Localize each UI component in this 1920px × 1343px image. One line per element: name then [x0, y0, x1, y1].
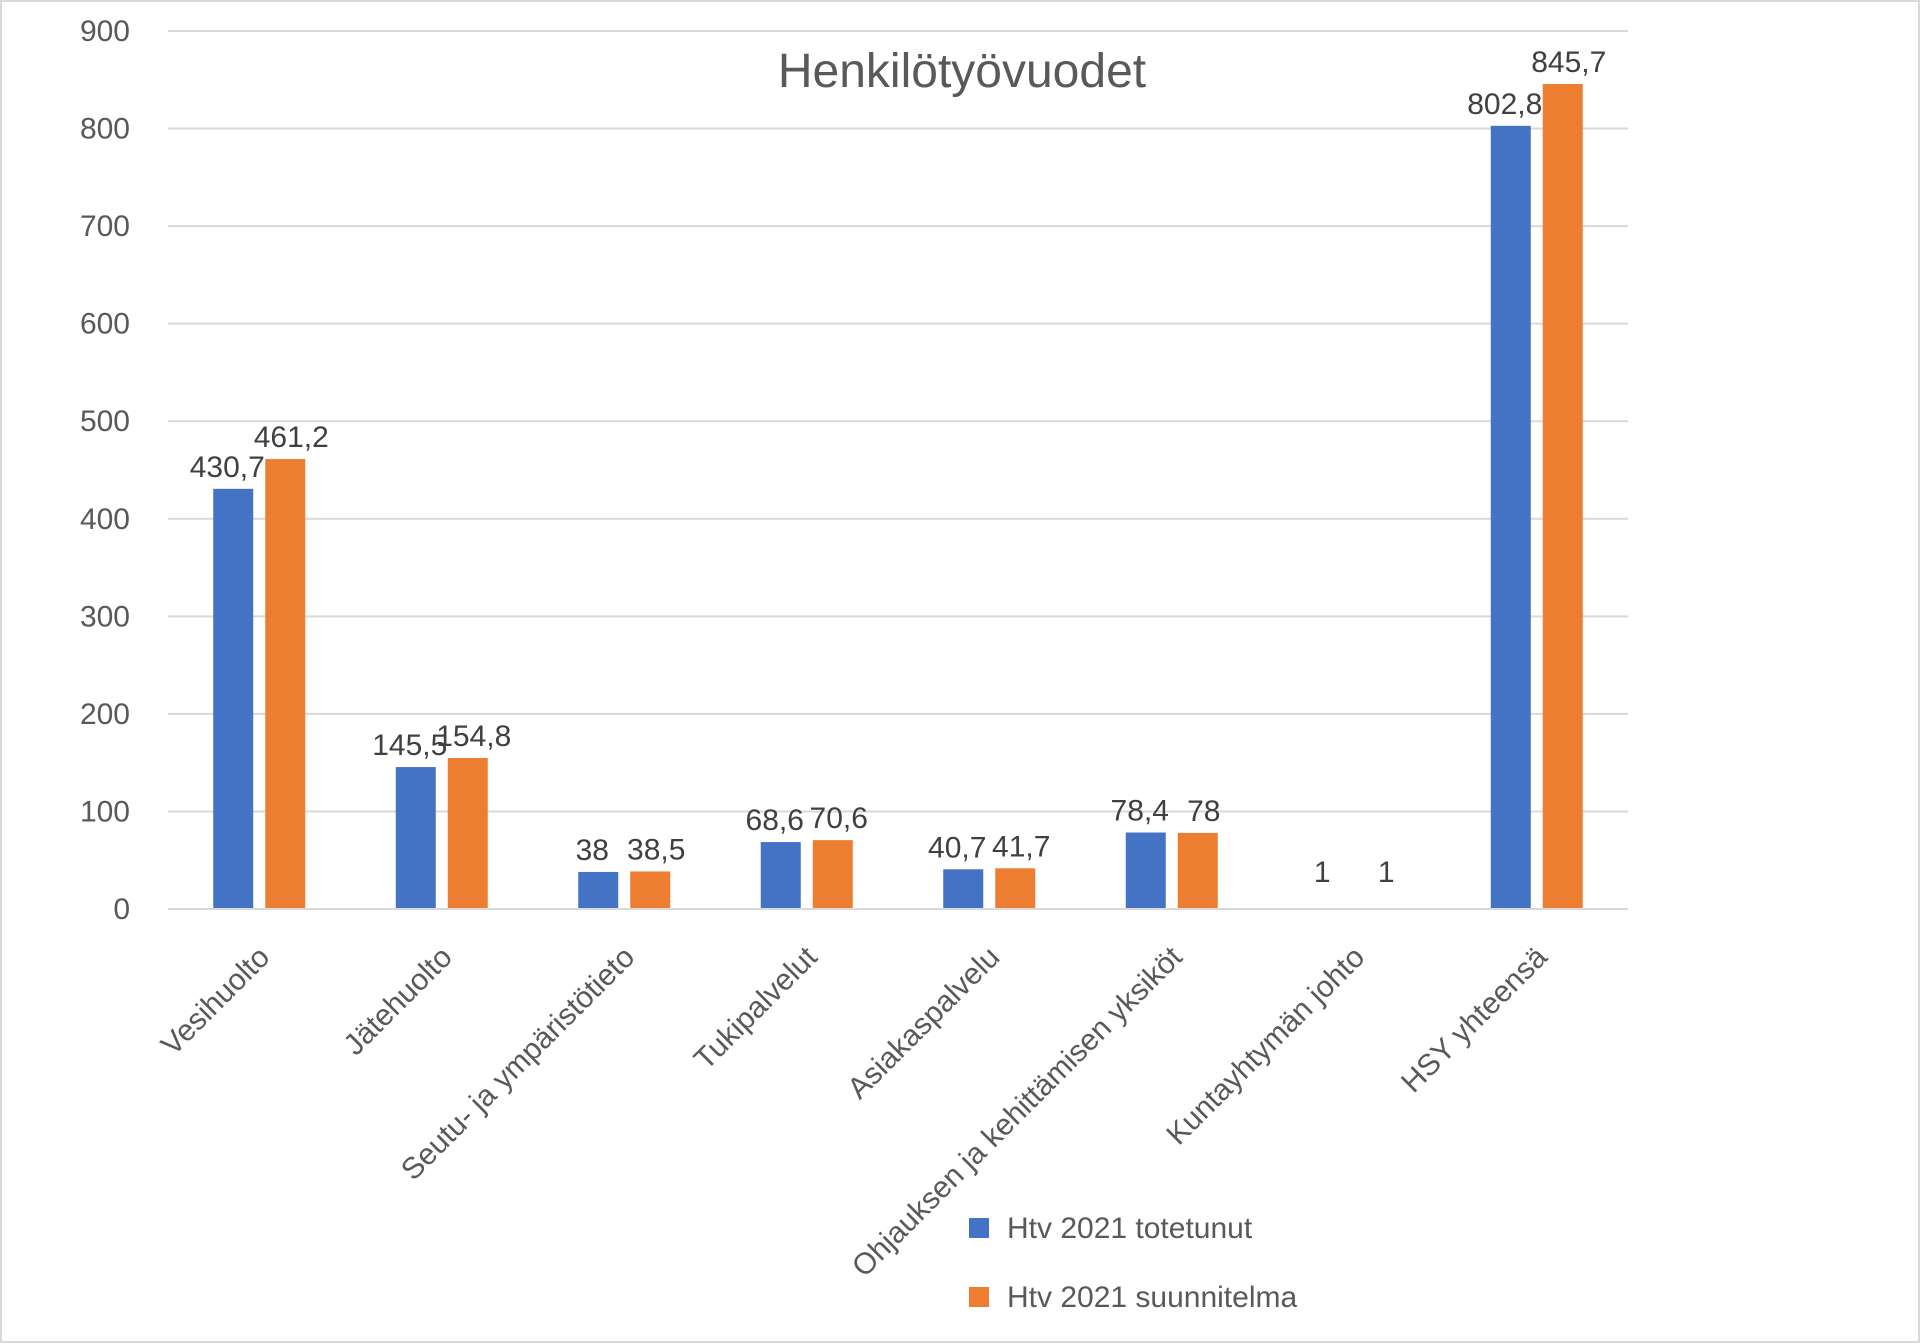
category-label: Tukipalvelut: [688, 940, 824, 1076]
data-label: 145,5: [372, 729, 447, 762]
bars: [213, 83, 1583, 910]
bar-suunnitelma: [812, 840, 853, 909]
data-label: 461,2: [254, 421, 329, 454]
legend-label: Htv 2021 totetunut: [1007, 1212, 1253, 1245]
data-label: 38,5: [627, 833, 685, 866]
category-label: HSY yhteensä: [1395, 940, 1554, 1099]
bar-suunnitelma: [265, 459, 306, 909]
chart-title: Henkilötyövuodet: [778, 45, 1146, 98]
data-label: 68,6: [746, 804, 804, 837]
y-tick-label: 200: [80, 698, 130, 731]
y-tick-label: 700: [80, 210, 130, 243]
data-label: 78,4: [1111, 795, 1169, 828]
y-tick-label: 100: [80, 795, 130, 828]
data-label: 41,7: [992, 830, 1050, 863]
y-tick-label: 800: [80, 113, 130, 146]
data-label: 70,6: [810, 802, 868, 835]
y-tick-label: 600: [80, 308, 130, 341]
bar-totetunut: [943, 869, 984, 909]
data-label: 40,7: [928, 831, 986, 864]
y-axis-tick-labels: 0 100 200 300 400 500 600 700 800 900: [80, 15, 130, 926]
y-tick-label: 300: [80, 600, 130, 633]
data-label: 38: [576, 834, 609, 867]
category-label: Jätehuolto: [337, 941, 458, 1062]
data-label: 802,8: [1467, 88, 1542, 121]
y-tick-label: 400: [80, 503, 130, 536]
bar-suunnitelma: [630, 871, 671, 909]
bar-suunnitelma: [1177, 832, 1218, 909]
y-tick-label: 0: [113, 893, 130, 926]
bar-totetunut: [1125, 832, 1166, 909]
data-label: 154,8: [436, 720, 511, 753]
data-label: 1: [1314, 856, 1331, 889]
legend-swatch: [969, 1218, 989, 1238]
legend-swatch: [969, 1287, 989, 1307]
bar-suunnitelma: [447, 757, 488, 909]
bar-totetunut: [578, 871, 619, 909]
category-label: Kuntayhtymän johto: [1160, 941, 1371, 1152]
bar-totetunut: [213, 488, 254, 909]
legend-label: Htv 2021 suunnitelma: [1007, 1281, 1297, 1314]
bar-suunnitelma: [995, 868, 1036, 909]
bar-totetunut: [1490, 125, 1531, 910]
data-label: 1: [1378, 856, 1395, 889]
legend: Htv 2021 totetunut Htv 2021 suunnitelma: [969, 1212, 1297, 1314]
y-tick-label: 500: [80, 405, 130, 438]
grid-lines: [168, 30, 1628, 813]
category-label: Asiakaspalvelu: [841, 941, 1006, 1106]
y-tick-label: 900: [80, 15, 130, 48]
bar-totetunut: [395, 767, 436, 909]
bar-totetunut: [760, 842, 801, 909]
category-label: Vesihuolto: [155, 941, 276, 1062]
data-label: 430,7: [190, 451, 265, 484]
data-label: 78: [1187, 795, 1220, 828]
data-label: 845,7: [1531, 46, 1606, 79]
bar-suunnitelma: [1542, 83, 1583, 910]
